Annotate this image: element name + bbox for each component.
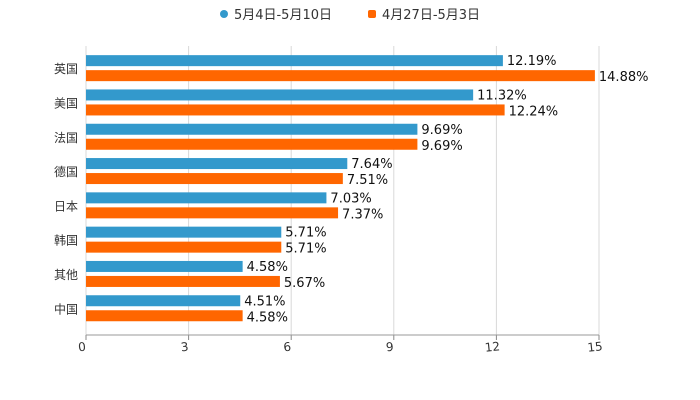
data-label: 4.58% — [247, 310, 288, 325]
bar — [86, 241, 282, 253]
data-label: 4.58% — [247, 260, 288, 275]
bar — [86, 192, 327, 204]
y-category-label: 德国 — [54, 164, 78, 179]
x-tick-label: 12 — [484, 339, 501, 355]
legend-item-0[interactable]: 5月4日-5月10日 — [219, 4, 332, 23]
bar — [86, 260, 243, 272]
bar — [86, 123, 418, 135]
data-label: 5.71% — [285, 226, 326, 241]
data-label: 9.69% — [421, 123, 462, 138]
legend-square-icon — [368, 9, 376, 18]
y-category-label: 英国 — [54, 62, 78, 76]
data-label: 7.03% — [330, 191, 371, 206]
bar — [86, 295, 241, 307]
data-label: 7.51% — [347, 173, 388, 188]
y-category-label: 美国 — [54, 96, 78, 110]
x-tick-label: 15 — [587, 339, 604, 355]
legend-label: 5月4日-5月10日 — [233, 8, 332, 23]
bar — [86, 89, 474, 101]
legend-dot-icon — [219, 9, 228, 18]
data-label: 4.51% — [244, 294, 285, 309]
bar — [86, 70, 595, 82]
data-label: 9.69% — [421, 139, 462, 154]
y-category-label: 法国 — [54, 131, 78, 145]
y-category-label: 韩国 — [54, 233, 78, 248]
data-label: 12.19% — [507, 54, 557, 69]
data-label: 5.67% — [284, 276, 325, 291]
data-label: 14.88% — [599, 70, 649, 85]
bar — [86, 275, 280, 287]
data-label: 5.71% — [285, 242, 326, 257]
bar — [86, 104, 505, 116]
data-label: 7.64% — [351, 157, 392, 172]
x-tick-label: 9 — [385, 340, 394, 355]
bar — [86, 226, 282, 238]
y-category-label: 日本 — [54, 199, 78, 213]
data-label: 7.37% — [342, 207, 383, 222]
y-category-label: 中国 — [54, 301, 78, 316]
bar — [86, 310, 243, 322]
data-label: 11.32% — [477, 88, 527, 103]
bar — [86, 55, 503, 67]
x-tick-label: 3 — [180, 340, 189, 355]
bar — [86, 138, 418, 150]
x-tick-label: 6 — [283, 340, 292, 355]
bar — [86, 173, 343, 185]
y-category-label: 其他 — [54, 268, 78, 282]
legend-item-1[interactable]: 4月27日-5月3日 — [368, 4, 480, 23]
bar — [86, 158, 348, 170]
legend: 5月4日-5月10日 4月27日-5月3日 — [0, 4, 700, 23]
x-tick-label: 0 — [77, 340, 86, 355]
bar — [86, 207, 339, 219]
legend-label: 4月27日-5月3日 — [382, 8, 481, 23]
data-label: 12.24% — [509, 104, 559, 119]
